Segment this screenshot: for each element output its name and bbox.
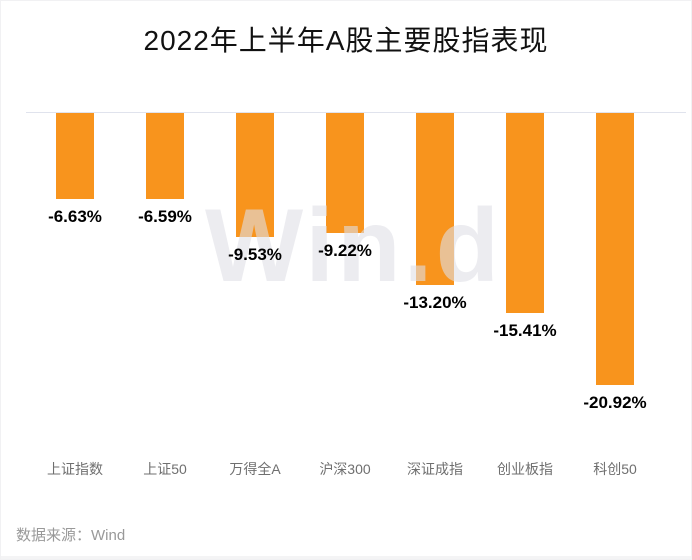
category-label: 万得全A: [229, 461, 281, 477]
bar-value-label: -15.41%: [493, 321, 557, 340]
category-label: 沪深300: [319, 461, 371, 477]
data-source-label: 数据来源：Wind: [16, 527, 126, 544]
bar: [596, 113, 634, 385]
bar-value-label: -6.63%: [48, 207, 102, 226]
bottom-edge: [1, 556, 691, 559]
bar-value-label: -9.53%: [228, 245, 282, 264]
bar: [506, 113, 544, 313]
bar-value-label: -9.22%: [318, 241, 372, 260]
category-label: 创业板指: [497, 461, 553, 477]
category-label: 深证成指: [407, 461, 463, 477]
bar: [326, 113, 364, 233]
bar-value-label: -13.20%: [403, 293, 467, 312]
category-label: 上证指数: [47, 461, 103, 477]
category-label: 上证50: [143, 461, 187, 477]
bar: [416, 113, 454, 285]
bar: [56, 113, 94, 199]
bar: [236, 113, 274, 237]
wind-watermark: Win.d: [205, 188, 503, 304]
baseline-axis: [26, 112, 686, 113]
category-label: 科创50: [593, 461, 637, 477]
bar: [146, 113, 184, 199]
bar-value-label: -6.59%: [138, 207, 192, 226]
chart-title: 2022年上半年A股主要股指表现: [143, 25, 549, 56]
bar-value-label: -20.92%: [583, 393, 647, 412]
